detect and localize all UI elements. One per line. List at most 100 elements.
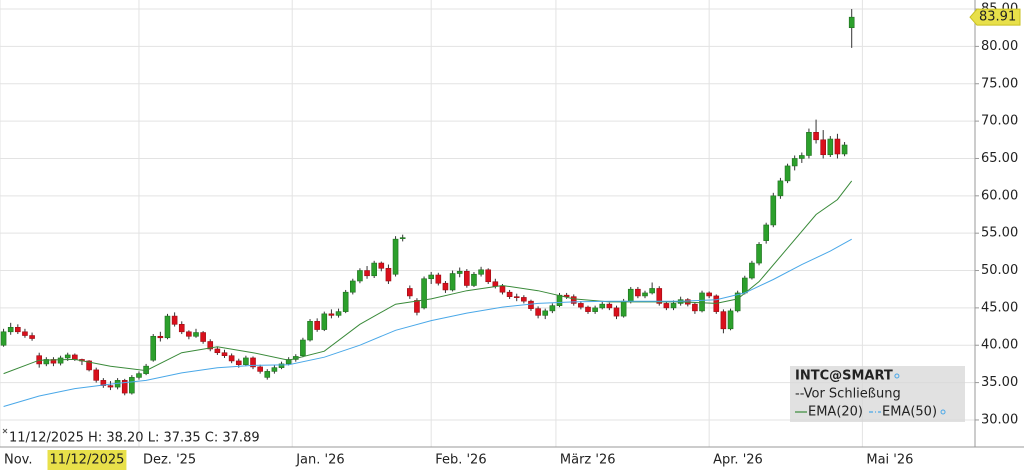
candle-body [620,300,627,317]
candle-body [428,274,434,280]
y-tick-label: 55.00 [981,226,1018,241]
candle-body [364,270,370,277]
candle-body [699,292,705,312]
candle-body [121,380,128,394]
candle-body [349,280,356,293]
candle-body [478,269,484,275]
candle-body [606,303,613,309]
candle-body [271,367,278,372]
x-tick-label: Dez. '25 [143,453,196,468]
candle-body [556,294,563,306]
y-tick-label: 45.00 [981,300,1018,315]
ema-line [3,238,852,407]
candle-body [186,331,192,337]
candle-body [285,359,292,365]
candle-body [57,357,64,364]
candle-body [193,332,199,337]
candle-body [15,327,21,333]
legend-icon [894,373,900,379]
y-tick-label: 30.00 [981,412,1018,427]
candle-body [492,281,499,287]
candle-body [321,313,328,330]
candle-body [264,371,271,378]
candle-body [399,237,406,239]
y-tick-label: 60.00 [981,188,1018,203]
legend-icon [940,409,946,415]
candle-body [72,354,78,360]
candle-body [371,262,377,277]
candle-body [207,341,214,350]
candle-body [613,307,620,317]
info-text: 11/12/2025 H: 38.20 L: 37.35 C: 37.89 [9,431,260,446]
candle-body [663,303,670,309]
candle-body [421,278,427,309]
candle-body [791,158,798,167]
last-price-label: 83.91 [979,10,1016,25]
candle-body [93,369,100,381]
candle-body [107,385,114,388]
axes: 30.00 35.00 40.00 45.00 50.00 55.00 60.00 65.00… [4,2,1021,470]
candle-body [435,274,442,284]
candle-body [0,331,7,346]
candle-body [570,296,577,304]
candle-body [756,244,762,264]
y-tick-label: 35.00 [981,375,1018,390]
candle-body [228,355,235,362]
candle-body [806,132,812,156]
y-tick-label: 75.00 [981,76,1018,91]
y-tick-label: 70.00 [981,114,1018,129]
cursor-label-box [47,450,127,470]
candle-body [635,288,641,297]
x-tick-label: März '26 [560,453,616,468]
candle-body [834,138,841,155]
candle-body [777,180,784,197]
candle-body [22,331,28,336]
ema-line [3,180,853,375]
candle-body [599,303,606,309]
legend-label: EMA(20) [808,405,863,420]
candle-body [585,306,591,312]
candle-body [357,270,363,282]
y-tick-label: 40.00 [981,338,1018,353]
candle-body [136,373,142,378]
candle-body [670,303,677,309]
candle-body [656,288,663,304]
legend-title: INTC@SMART [795,369,893,384]
candle-body [485,269,492,283]
candle-body [471,273,477,286]
candle-body [7,327,14,333]
candle-body [692,303,698,312]
candle-body [763,224,769,241]
candle-body [528,300,534,309]
candle-body [235,360,242,365]
candle-body [720,311,727,330]
candle-body [563,294,570,297]
candle-body [592,307,598,312]
candle-body [649,288,655,294]
y-tick-label: 50.00 [981,263,1018,278]
x-tick-label: Mai '26 [866,453,913,468]
x-tick-label: Nov. [4,453,33,468]
candle-body [521,297,527,302]
legend-label: EMA(50) [882,405,937,420]
candle-body [157,335,164,339]
candle-body [314,321,320,330]
candle-body [129,377,135,394]
candle-body [513,296,520,298]
candle-body [706,292,712,297]
candle-body [214,348,221,354]
candle-body [535,308,541,316]
candle-body [43,359,50,365]
icon-stroke [2,428,8,434]
candle-body [749,262,755,279]
candle-body [456,270,463,274]
candle-body [328,313,335,316]
candle-body [243,357,249,365]
y-tick-label: 80.00 [981,39,1018,54]
plot-area [0,9,855,407]
candle-body [257,366,263,372]
candle-body [100,380,107,386]
legend: INTC@SMART --Vor Schließung EMA(20) EMA(50) [790,366,965,422]
candle-body [820,139,826,156]
candle-body [221,352,228,357]
